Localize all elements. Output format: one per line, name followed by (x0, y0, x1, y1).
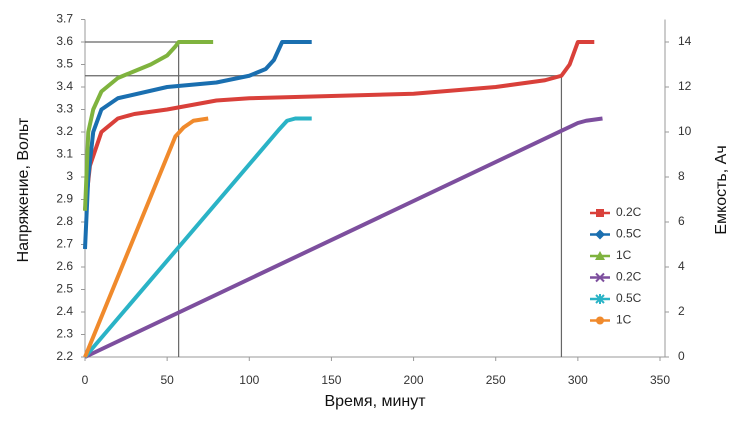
y-tick-label: 2.7 (56, 237, 73, 251)
y-tick-label: 2.9 (56, 192, 73, 206)
x-tick-label: 100 (239, 373, 259, 387)
y2-tick-label: 8 (678, 169, 685, 183)
y2-tick-label: 10 (678, 124, 692, 138)
y-tick-label: 3.6 (56, 34, 73, 48)
legend-marker (595, 272, 605, 283)
y2-tick-label: 0 (678, 349, 685, 363)
y-tick-label: 2.6 (56, 259, 73, 273)
legend-marker (595, 251, 605, 260)
y2-tick-label: 14 (678, 34, 692, 48)
x-tick-label: 150 (321, 373, 341, 387)
y-tick-label: 3.3 (56, 102, 73, 116)
series-line (83, 40, 214, 211)
y-tick-label: 3.5 (56, 57, 73, 71)
legend-marker (595, 294, 605, 304)
y2-tick-label: 4 (678, 259, 685, 273)
y-tick-label: 3.2 (56, 124, 73, 138)
y-tick-label: 2.4 (56, 304, 73, 318)
series-line (84, 116, 603, 359)
y2-axis-label: Емкость, Ач (713, 145, 730, 234)
y-tick-label: 3 (66, 169, 73, 183)
y-tick-label: 3.7 (56, 12, 73, 26)
x-tick-label: 350 (650, 373, 670, 387)
series-line (83, 40, 595, 211)
y2-tick-label: 12 (678, 79, 692, 93)
y-tick-label: 2.8 (56, 214, 73, 228)
y-tick-label: 3.4 (56, 79, 73, 93)
y2-tick-label: 2 (678, 304, 685, 318)
x-axis-label: Время, минут (324, 393, 426, 410)
y2-tick-label: 6 (678, 214, 685, 228)
x-tick-label: 300 (568, 373, 588, 387)
series-line (83, 116, 312, 359)
series-line (83, 40, 312, 250)
series-line (83, 116, 209, 358)
legend-marker (596, 316, 604, 325)
y-tick-label: 2.5 (56, 282, 73, 296)
x-tick-label: 200 (404, 373, 424, 387)
legend-label: 1C (616, 313, 632, 327)
y-tick-label: 2.2 (56, 349, 73, 363)
legend-marker (595, 229, 605, 240)
legend-label: 0.5C (616, 227, 642, 241)
legend-label: 0.5C (616, 291, 642, 305)
legend-label: 1C (616, 248, 632, 262)
y-axis-label: Напряжение, Вольт (15, 117, 32, 262)
y-tick-label: 2.3 (56, 327, 73, 341)
x-tick-label: 50 (160, 373, 174, 387)
legend-marker (596, 209, 604, 217)
x-tick-label: 0 (82, 373, 89, 387)
x-tick-label: 250 (486, 373, 506, 387)
legend-label: 0.2C (616, 270, 642, 284)
y-tick-label: 3.1 (56, 147, 73, 161)
legend-label: 0.2C (616, 205, 642, 219)
